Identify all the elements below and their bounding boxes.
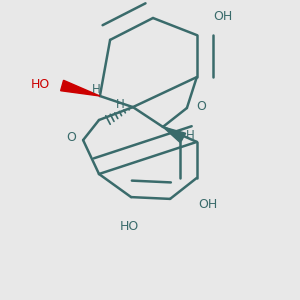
Text: H: H [116, 98, 124, 111]
Text: H: H [185, 129, 194, 142]
Polygon shape [61, 80, 100, 96]
Text: O: O [196, 100, 206, 113]
Text: HO: HO [119, 220, 139, 233]
Text: H: H [92, 83, 100, 96]
Text: OH: OH [213, 10, 232, 23]
Text: OH: OH [199, 198, 218, 211]
Text: O: O [66, 130, 76, 144]
Polygon shape [163, 127, 186, 143]
Text: HO: HO [30, 77, 50, 91]
